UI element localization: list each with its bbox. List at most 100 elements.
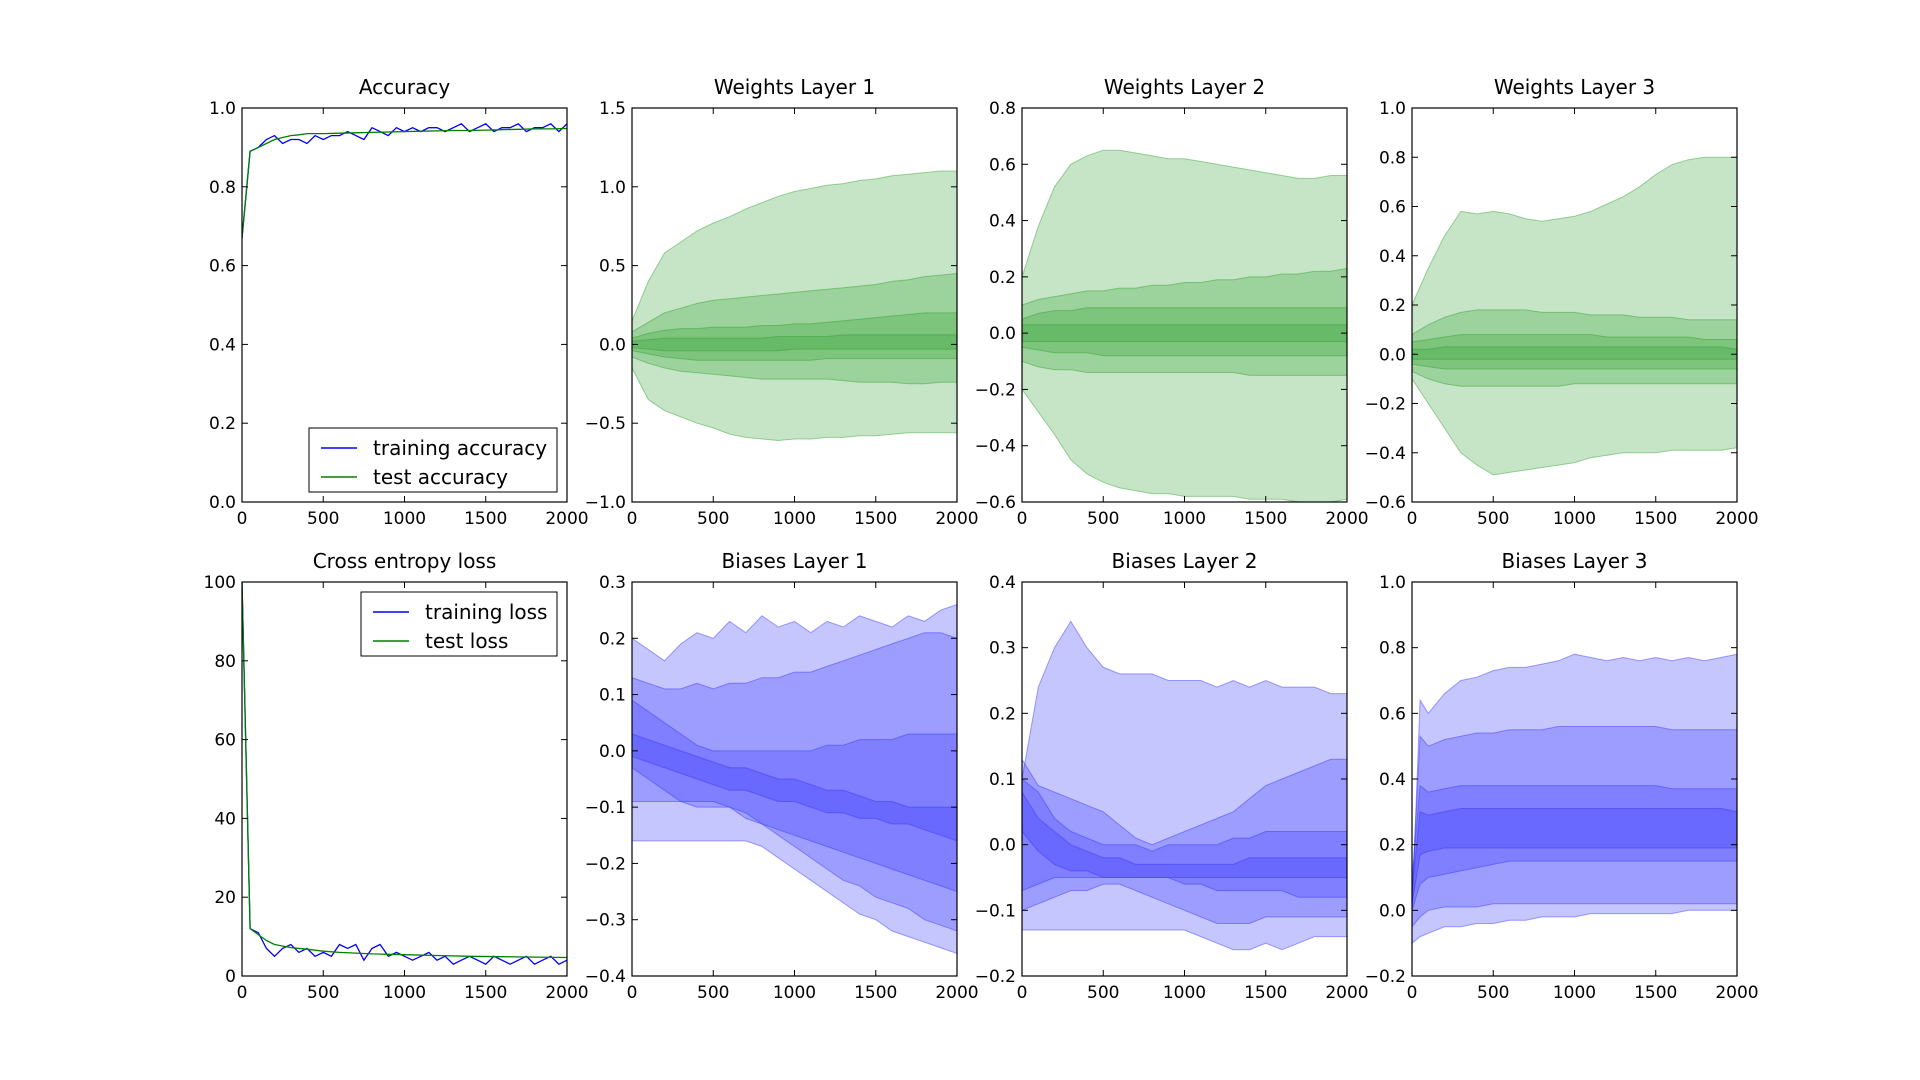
y-tick-label: 0.6 <box>209 257 236 277</box>
panel-accuracy: 0 500 1000 1500 2000 0.0 0.2 0.4 0.6 0.8 1.0 Accura… <box>209 75 589 529</box>
panel-loss: 0 500 1000 1500 2000 0 20 40 60 80 100 Cross entrop… <box>204 549 589 1003</box>
band-w3-2 <box>1412 334 1737 370</box>
series-line-accuracy-1 <box>242 127 567 239</box>
y-tick-label: 0.1 <box>989 770 1016 790</box>
y-tick-label: −0.4 <box>975 437 1016 457</box>
x-tick-label: 0 <box>1017 983 1028 1003</box>
x-tick-label: 1000 <box>1553 983 1596 1003</box>
x-tick-label: 2000 <box>1325 509 1368 529</box>
y-tick-label: −0.2 <box>975 380 1016 400</box>
y-tick-label: 0.4 <box>1379 247 1406 267</box>
band-w3-3 <box>1412 346 1737 360</box>
x-tick-label: 2000 <box>935 983 978 1003</box>
x-tick-label: 1500 <box>1634 509 1677 529</box>
chart-title: Biases Layer 3 <box>1502 549 1648 573</box>
y-tick-label: −1.0 <box>585 493 626 513</box>
legend-box <box>360 591 558 657</box>
x-tick-label: 500 <box>697 983 729 1003</box>
x-tick-label: 500 <box>1087 983 1119 1003</box>
y-tick-label: 1.0 <box>1379 99 1406 119</box>
y-tick-label: 0.0 <box>209 493 236 513</box>
band-w1-0 <box>632 170 957 442</box>
y-tick-label: 0.2 <box>989 704 1016 724</box>
band-b2-3 <box>1022 791 1347 878</box>
chart-title: Biases Layer 1 <box>722 549 868 573</box>
y-tick-label: 0.6 <box>1379 198 1406 218</box>
legend-label: test loss <box>425 629 508 653</box>
band-w2-1 <box>1022 267 1347 376</box>
y-tick-label: −0.2 <box>1365 967 1406 987</box>
chart-title: Weights Layer 2 <box>1104 75 1265 99</box>
band-w2-3 <box>1022 324 1347 343</box>
y-tick-label: 0.2 <box>209 414 236 434</box>
y-tick-label: 0.0 <box>599 335 626 355</box>
y-tick-label: 0.0 <box>989 324 1016 344</box>
y-tick-label: 0.8 <box>209 178 236 198</box>
y-tick-label: 0.0 <box>1379 345 1406 365</box>
y-tick-label: −0.5 <box>585 414 626 434</box>
y-tick-label: 0.5 <box>599 257 626 277</box>
panel-w2: 0 500 1000 1500 2000 −0.6 −0.4 −0.2 0.0 0.2 0.4 0.6… <box>975 75 1369 529</box>
x-tick-label: 1000 <box>1163 983 1206 1003</box>
y-tick-label: 0.2 <box>1379 296 1406 316</box>
x-tick-label: 0 <box>627 509 638 529</box>
y-tick-label: 1.5 <box>599 99 626 119</box>
x-tick-label: 1000 <box>383 983 426 1003</box>
x-tick-label: 500 <box>1087 509 1119 529</box>
band-w1-1 <box>632 272 957 385</box>
plot-area-b2 <box>1022 620 1347 951</box>
y-tick-label: 80 <box>214 652 236 672</box>
panel-b1: 0 500 1000 1500 2000 −0.4 −0.3 −0.2 −0.1 0.0 0.1 0.… <box>585 549 979 1003</box>
band-b3-2 <box>1412 784 1737 911</box>
y-tick-label: 0.4 <box>209 335 236 355</box>
x-tick-label: 0 <box>237 983 248 1003</box>
legend-label: training loss <box>425 600 547 624</box>
band-b2-1 <box>1022 758 1347 924</box>
y-tick-label: 0.3 <box>989 639 1016 659</box>
x-tick-label: 2000 <box>935 509 978 529</box>
plot-area-w2 <box>1022 149 1347 502</box>
x-tick-label: 1000 <box>383 509 426 529</box>
y-tick-label: 1.0 <box>1379 573 1406 593</box>
x-tick-label: 1000 <box>773 509 816 529</box>
y-tick-label: −0.6 <box>1365 493 1406 513</box>
band-b1-3 <box>632 733 957 842</box>
band-b1-1 <box>632 632 957 932</box>
y-tick-label: 60 <box>214 731 236 751</box>
band-w1-3 <box>632 334 957 352</box>
y-tick-label: 1.0 <box>209 99 236 119</box>
chart-title: Biases Layer 2 <box>1112 549 1258 573</box>
y-tick-label: −0.2 <box>1365 395 1406 415</box>
y-tick-label: 0.6 <box>1379 704 1406 724</box>
chart-title: Weights Layer 1 <box>714 75 875 99</box>
y-tick-label: −0.1 <box>975 901 1016 921</box>
panel-b2: 0 500 1000 1500 2000 −0.2 −0.1 0.0 0.1 0.2 0.3 0.4 B… <box>975 549 1369 1003</box>
y-tick-label: −0.4 <box>1365 444 1406 464</box>
series-line-loss-0 <box>242 582 567 965</box>
band-w2-2 <box>1022 307 1347 357</box>
y-tick-label: −0.2 <box>585 854 626 874</box>
x-tick-label: 1000 <box>773 983 816 1003</box>
x-tick-label: 2000 <box>1715 983 1758 1003</box>
x-tick-label: 1500 <box>464 983 507 1003</box>
x-tick-label: 2000 <box>1325 983 1368 1003</box>
y-tick-label: 0.2 <box>1379 836 1406 856</box>
y-tick-label: 0.8 <box>989 99 1016 119</box>
plot-area-b3 <box>1412 653 1737 944</box>
band-b3-0 <box>1412 653 1737 944</box>
x-tick-label: 1500 <box>1244 983 1287 1003</box>
legend-accuracy: training accuracy test accuracy <box>308 427 558 493</box>
x-tick-label: 0 <box>237 509 248 529</box>
band-b2-0 <box>1022 620 1347 951</box>
y-tick-label: 0.2 <box>989 268 1016 288</box>
x-tick-label: 0 <box>1407 509 1418 529</box>
x-tick-label: 2000 <box>545 509 588 529</box>
x-tick-label: 1500 <box>854 509 897 529</box>
band-w3-1 <box>1412 309 1737 387</box>
band-b2-2 <box>1022 778 1347 898</box>
x-tick-label: 2000 <box>545 983 588 1003</box>
x-tick-label: 500 <box>1477 509 1509 529</box>
y-tick-label: −0.3 <box>585 911 626 931</box>
y-tick-label: 0.8 <box>1379 148 1406 168</box>
